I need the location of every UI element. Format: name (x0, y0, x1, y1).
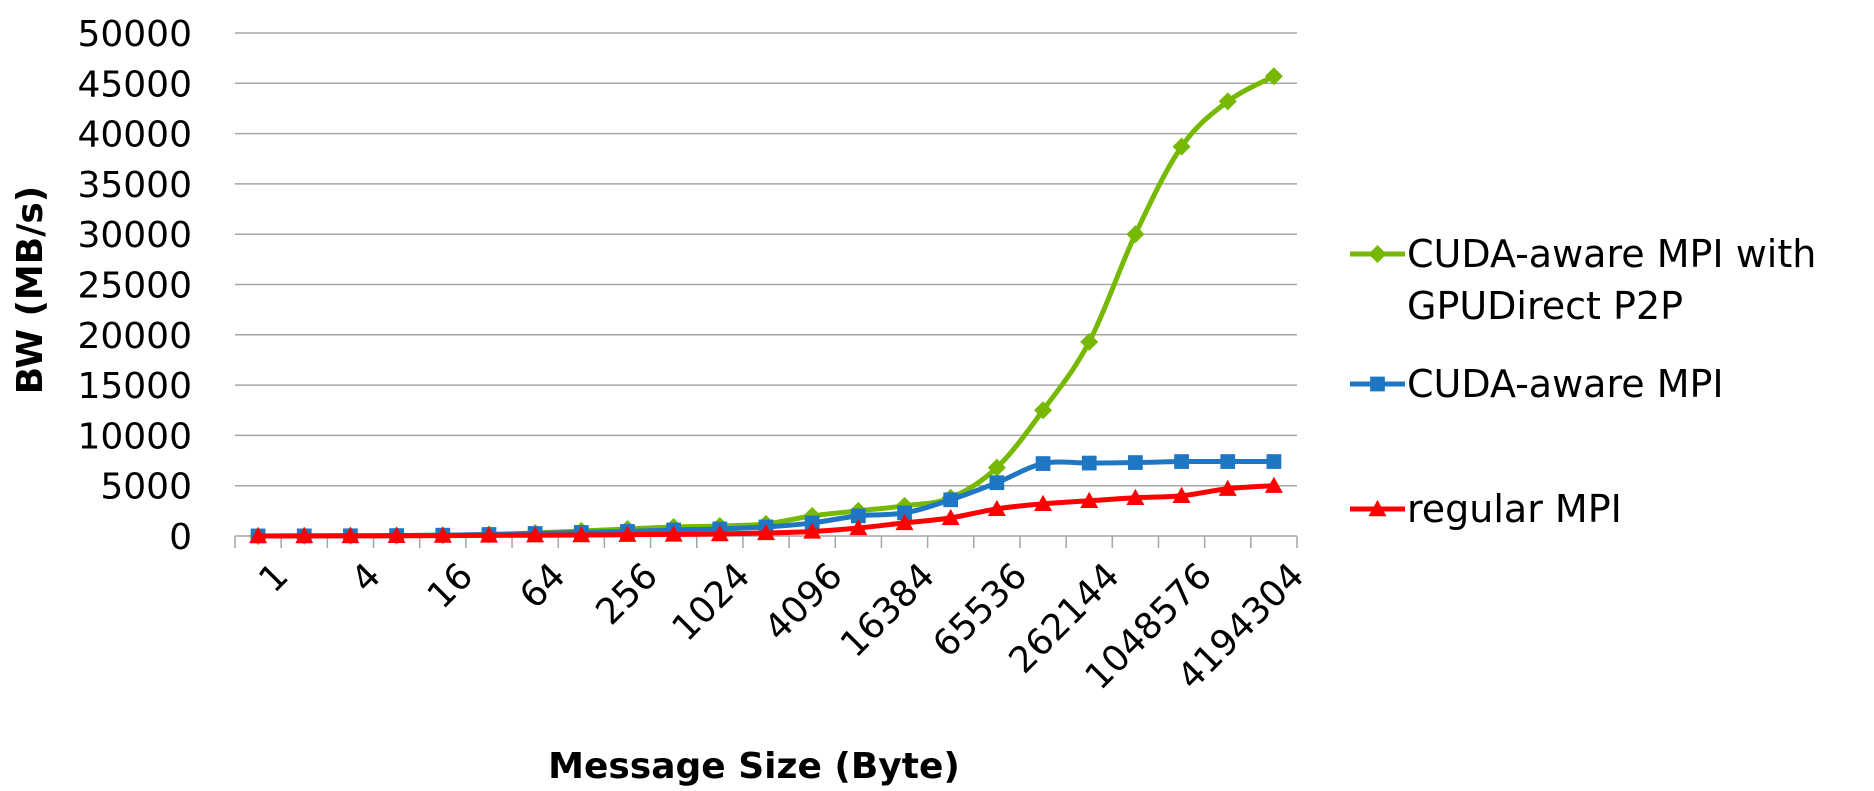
y-tick-label: 20000 (77, 316, 192, 357)
diamond-marker (1264, 67, 1283, 86)
diamond-marker (987, 458, 1006, 477)
x-tick-label: 16384 (833, 555, 943, 665)
square-marker (1035, 456, 1051, 471)
y-tick-label: 25000 (77, 266, 192, 307)
square-marker (1174, 454, 1189, 469)
triangle-marker (1368, 500, 1387, 517)
y-tick-label: 15000 (77, 366, 192, 407)
square-marker (1370, 376, 1385, 392)
x-axis-title: Message Size (Byte) (548, 746, 960, 787)
legend-label: GPUDirect P2P (1407, 284, 1683, 328)
square-marker (943, 492, 959, 508)
square-marker (850, 508, 866, 524)
square-marker (897, 505, 912, 521)
triangle-marker (526, 526, 545, 543)
triangle-marker (710, 524, 729, 542)
triangle-marker (941, 508, 960, 526)
triangle-marker (341, 526, 360, 544)
legend-item: CUDA-aware MPI (1350, 362, 1724, 406)
diamond-marker (1126, 225, 1145, 244)
diamond-marker (1368, 245, 1387, 263)
square-marker (1266, 454, 1282, 469)
diamond-marker (1218, 92, 1237, 111)
y-tick-label: 40000 (77, 115, 192, 156)
y-tick-label: 0 (169, 517, 192, 558)
square-marker (1081, 455, 1097, 471)
y-axis-title: BW (MB/s) (10, 186, 51, 394)
square-marker (1128, 455, 1143, 470)
x-tick-label: 1 (251, 555, 296, 600)
x-tick-labels: 1 4 16 64 2561024409616384655362621441048576… (251, 555, 1312, 697)
legend-label: CUDA-aware MPI (1407, 362, 1724, 406)
triangle-marker (572, 525, 591, 543)
triangle-marker (249, 526, 268, 544)
legend-label: CUDA-aware MPI with (1407, 232, 1816, 276)
triangle-marker (387, 526, 406, 543)
diamond-marker (1034, 401, 1053, 420)
triangle-marker (618, 525, 637, 542)
x-tick-label: 16 (420, 555, 481, 616)
legend-item: regular MPI (1350, 487, 1622, 531)
triangle-marker (1264, 476, 1283, 493)
series-2 (249, 476, 1283, 544)
triangle-marker (295, 526, 314, 544)
series-lines (249, 67, 1283, 545)
triangle-marker (803, 522, 822, 539)
triangle-marker (1034, 494, 1053, 512)
y-tick-labels: 0 5000 10000 15000 20000 25000 30000 35000 40000… (77, 14, 192, 558)
diamond-marker (1172, 137, 1191, 156)
triangle-marker (479, 526, 498, 543)
triangle-marker (1080, 491, 1099, 508)
triangle-marker (1172, 486, 1191, 503)
triangle-marker (1126, 488, 1145, 505)
grid-lines (235, 32, 1297, 487)
triangle-marker (849, 518, 868, 536)
x-tick-label: 4 (344, 555, 389, 600)
triangle-marker (1218, 479, 1237, 496)
y-tick-label: 30000 (77, 215, 192, 256)
square-marker (1220, 454, 1236, 469)
series-0 (249, 67, 1283, 545)
x-tick-label: 256 (588, 555, 666, 633)
y-tick-label: 45000 (77, 64, 192, 105)
y-tick-label: 35000 (77, 165, 192, 206)
triangle-marker (987, 499, 1006, 517)
series-line (258, 74, 1276, 539)
y-tick-label: 10000 (77, 416, 192, 457)
x-tick-label: 1024 (665, 555, 759, 649)
legend-item: CUDA-aware MPI with GPUDirect P2P (1350, 232, 1816, 328)
triangle-marker (757, 523, 775, 541)
legend-label: regular MPI (1407, 487, 1622, 531)
diamond-marker (1080, 332, 1099, 351)
y-tick-label: 50000 (77, 14, 192, 55)
triangle-marker (664, 525, 683, 542)
x-tick-label: 64 (512, 555, 573, 616)
triangle-marker (433, 526, 452, 543)
y-tick-label: 5000 (100, 467, 192, 508)
triangle-marker (895, 513, 914, 531)
square-marker (989, 475, 1005, 491)
